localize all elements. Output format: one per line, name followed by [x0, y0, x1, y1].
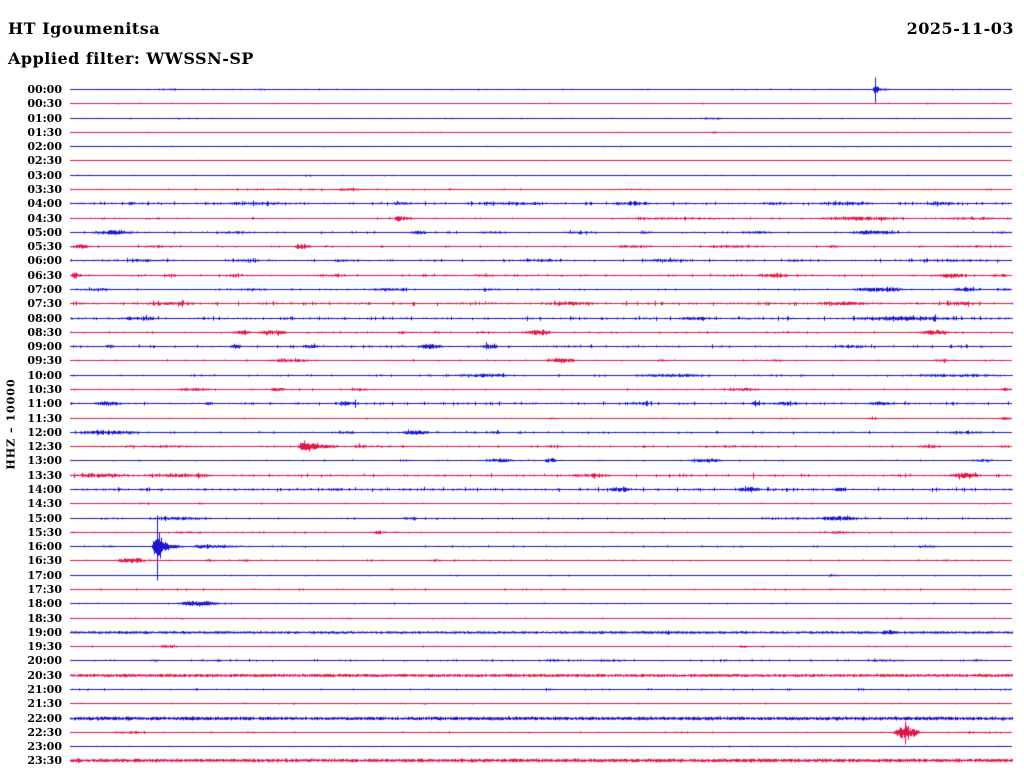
- time-label: 05:00: [27, 225, 62, 239]
- time-label: 09:30: [27, 353, 62, 367]
- time-label: 20:30: [27, 668, 62, 682]
- time-label: 19:30: [27, 639, 62, 653]
- time-label: 02:30: [27, 153, 62, 167]
- time-label: 01:30: [27, 125, 62, 139]
- time-label: 02:00: [27, 139, 62, 153]
- time-label: 20:00: [27, 653, 62, 667]
- time-label: 09:00: [27, 339, 62, 353]
- time-label: 22:00: [27, 711, 62, 725]
- time-label: 03:00: [27, 168, 62, 182]
- time-label: 12:30: [27, 439, 62, 453]
- time-label: 15:30: [27, 525, 62, 539]
- time-label: 13:30: [27, 468, 62, 482]
- time-label: 10:00: [27, 368, 62, 382]
- time-label: 11:00: [27, 396, 62, 410]
- time-label: 23:00: [27, 739, 62, 753]
- time-label: 14:00: [27, 482, 62, 496]
- time-label: 06:30: [27, 268, 62, 282]
- time-label: 08:30: [27, 325, 62, 339]
- time-label: 06:00: [27, 253, 62, 267]
- time-label: 22:30: [27, 725, 62, 739]
- time-label: 04:00: [27, 196, 62, 210]
- time-label: 23:30: [27, 753, 62, 767]
- time-label: 21:30: [27, 696, 62, 710]
- time-label: 00:00: [27, 82, 62, 96]
- time-label: 05:30: [27, 239, 62, 253]
- time-label: 12:00: [27, 425, 62, 439]
- time-label: 17:30: [27, 582, 62, 596]
- time-label: 16:30: [27, 553, 62, 567]
- time-label: 01:00: [27, 111, 62, 125]
- time-label: 08:00: [27, 311, 62, 325]
- time-label: 21:00: [27, 682, 62, 696]
- time-label: 16:00: [27, 539, 62, 553]
- time-label: 19:00: [27, 625, 62, 639]
- time-label: 13:00: [27, 453, 62, 467]
- time-label: 07:00: [27, 282, 62, 296]
- time-label: 17:00: [27, 568, 62, 582]
- time-label: 11:30: [27, 411, 62, 425]
- time-label: 07:30: [27, 296, 62, 310]
- time-label: 18:00: [27, 596, 62, 610]
- time-label: 00:30: [27, 96, 62, 110]
- time-label: 10:30: [27, 382, 62, 396]
- time-label: 03:30: [27, 182, 62, 196]
- time-label: 04:30: [27, 211, 62, 225]
- time-label: 18:30: [27, 611, 62, 625]
- time-label: 15:00: [27, 511, 62, 525]
- time-label: 14:30: [27, 496, 62, 510]
